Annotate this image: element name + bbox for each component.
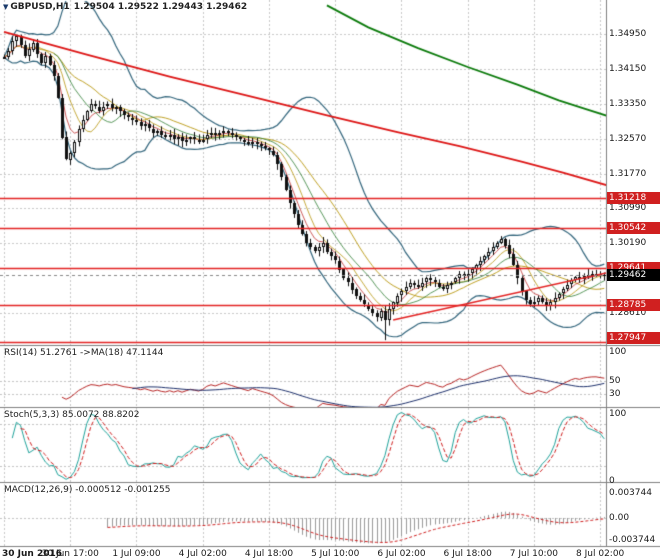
mt4-chart-window: ▼ GBPUSD,H1 1.29504 1.29522 1.29443 1.2946… [0, 0, 660, 560]
price-chart-canvas[interactable] [0, 0, 660, 560]
